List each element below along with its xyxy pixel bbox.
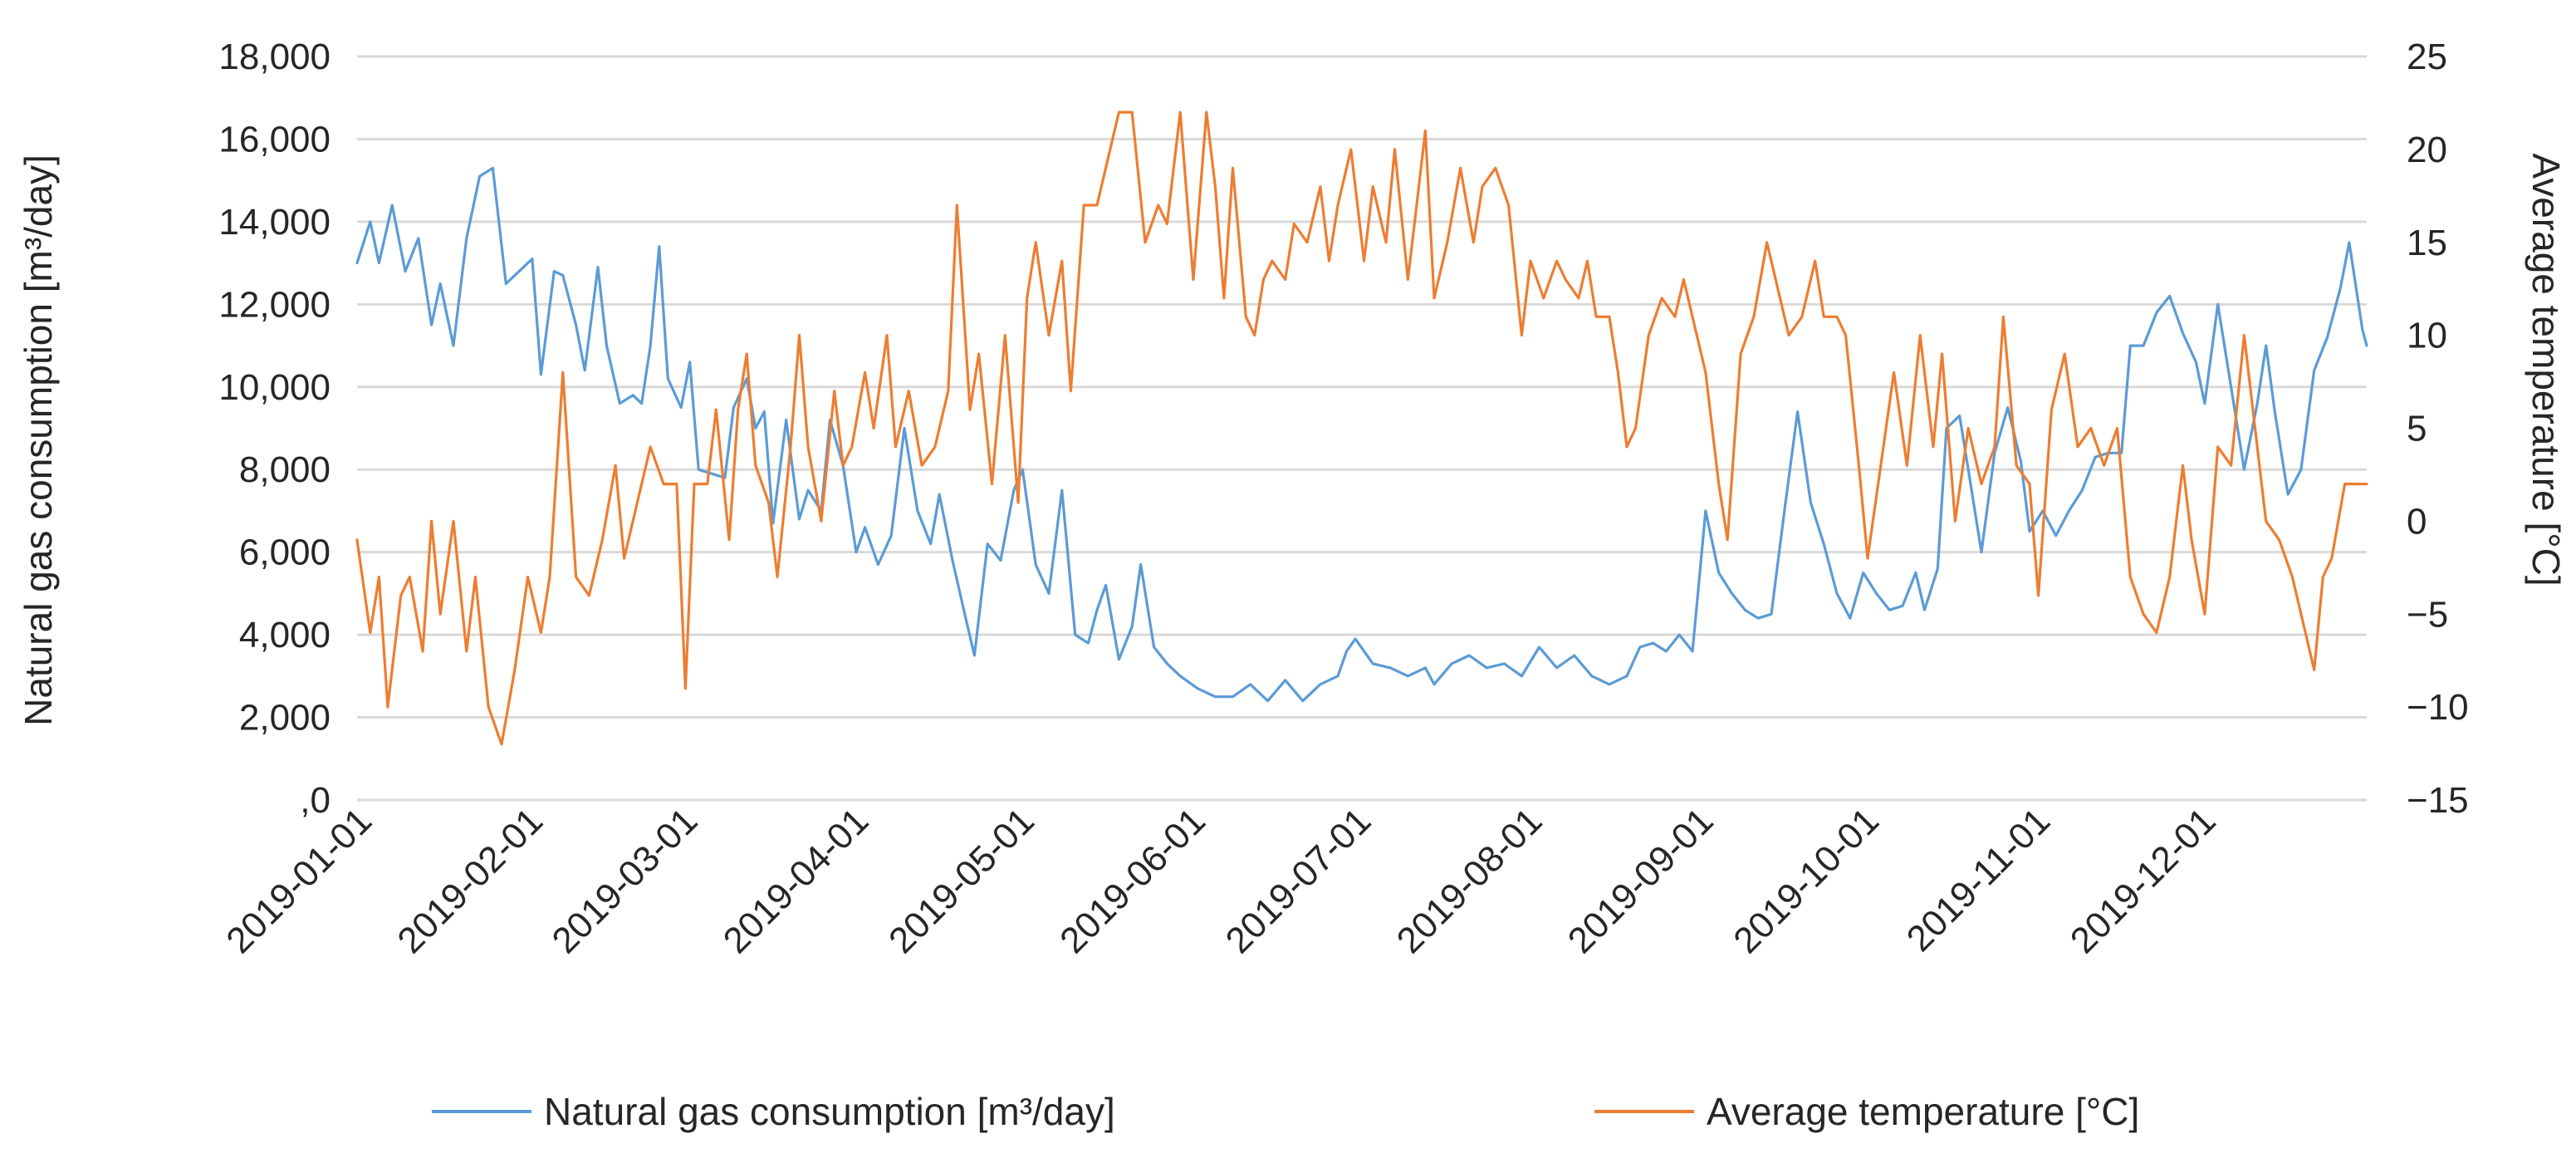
x-tick-label: 2019-04-01 (716, 800, 877, 961)
right-axis-ticks: −15 −10 −5 0 5 10 15 20 25 (2407, 37, 2469, 821)
legend: Natural gas consumption [m³/day] Average… (432, 1090, 2139, 1133)
left-tick-label: 10,000 (218, 367, 331, 408)
left-tick-label: 16,000 (218, 119, 331, 159)
left-tick-label: 14,000 (218, 202, 331, 243)
x-tick-label: 2019-10-01 (1726, 800, 1887, 961)
legend-label-temperature: Average temperature [°C] (1707, 1090, 2139, 1133)
right-tick-label: 20 (2407, 130, 2447, 170)
x-tick-label: 2019-07-01 (1218, 800, 1379, 961)
series-line-gas-consumption (355, 166, 2368, 703)
x-tick-label: 2019-06-01 (1052, 800, 1213, 961)
left-tick-label: 8,000 (239, 449, 331, 490)
right-axis-title: Average temperature [°C] (2525, 153, 2568, 586)
series-line-temperature (355, 110, 2368, 746)
left-tick-label: 4,000 (239, 615, 331, 655)
right-tick-label: −10 (2407, 687, 2469, 728)
legend-label-gas: Natural gas consumption [m³/day] (544, 1090, 1115, 1133)
x-tick-label: 2019-01-01 (218, 800, 380, 961)
right-tick-label: −15 (2407, 780, 2469, 821)
x-tick-label: 2019-08-01 (1389, 800, 1550, 961)
left-tick-label: 12,000 (218, 284, 331, 325)
x-tick-label: 2019-03-01 (545, 800, 706, 961)
x-tick-label: 2019-12-01 (2063, 800, 2224, 961)
left-tick-label: ,0 (300, 780, 331, 821)
x-tick-label: 2019-02-01 (389, 800, 551, 961)
right-tick-label: 0 (2407, 501, 2427, 542)
x-tick-label: 2019-05-01 (881, 800, 1042, 961)
left-tick-label: 18,000 (218, 37, 331, 77)
right-tick-label: 10 (2407, 316, 2447, 356)
right-tick-label: 25 (2407, 37, 2447, 77)
x-tick-label: 2019-09-01 (1560, 800, 1721, 961)
left-axis-ticks: ,0 2,000 4,000 6,000 8,000 10,000 12,000 14,000… (218, 37, 331, 821)
x-tick-label: 2019-11-01 (1899, 800, 2058, 959)
right-tick-label: 5 (2407, 409, 2427, 449)
left-tick-label: 6,000 (239, 532, 331, 573)
right-tick-label: −5 (2407, 594, 2448, 635)
series-lines (355, 110, 2368, 746)
left-tick-label: 2,000 (239, 698, 331, 739)
grid-lines (357, 55, 2367, 802)
right-tick-label: 15 (2407, 223, 2447, 263)
left-axis-title: Natural gas consumption [m³/day] (17, 155, 60, 726)
